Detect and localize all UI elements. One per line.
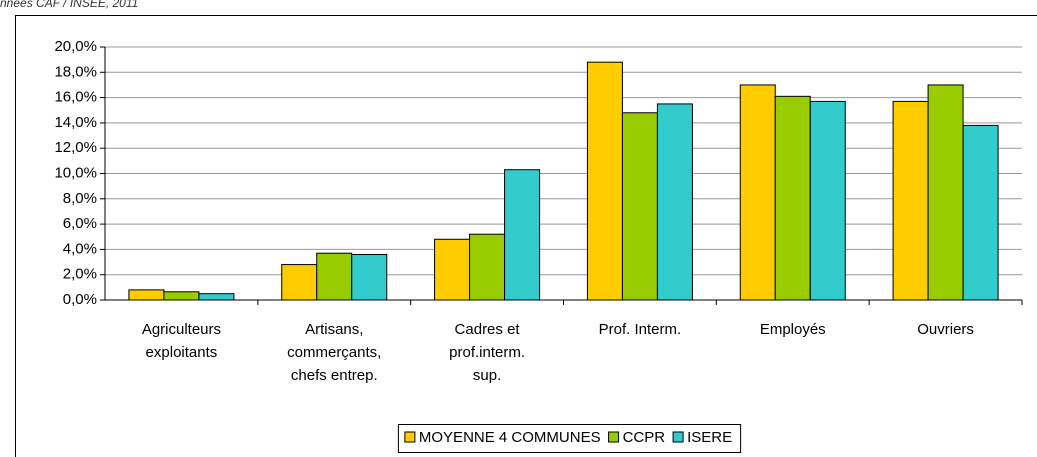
bar [281,264,318,301]
x-tick-label: Artisans, commerçants, chefs entrep. [287,321,381,384]
bar [128,289,165,301]
bar [469,233,506,301]
y-tick-label: 8,0% [63,190,97,207]
x-tick-line: Ouvriers [917,321,974,338]
y-tick-label: 16,0% [54,89,97,106]
x-tick-label: Employés [760,321,826,338]
bar [504,169,541,301]
y-tick-label: 12,0% [54,139,97,156]
y-tick-label: 2,0% [63,266,97,283]
x-tick-label: Cadres et prof.interm. sup. [449,321,525,384]
x-tick-line: Cadres et [455,321,521,338]
source-note: nnées CAF / INSEE, 2011 [0,0,138,10]
legend-label: ISERE [687,429,732,446]
legend-label: CCPR [623,429,666,446]
bar [774,95,811,301]
y-tick-label: 14,0% [54,114,97,131]
bar [739,84,776,301]
x-tick-line: chefs entrep. [291,367,378,384]
x-tick-line: sup. [473,367,501,384]
y-tick-label: 6,0% [63,215,97,232]
bar [621,112,658,301]
bar [586,61,623,301]
bar [656,103,693,301]
x-tick-line: Employés [760,321,826,338]
y-tick-label: 4,0% [63,240,97,257]
bar [962,124,999,301]
bar [892,100,929,301]
bar [163,291,200,301]
bar [316,252,353,301]
legend-label: MOYENNE 4 COMMUNES [419,429,601,446]
x-tick-line: Artisans, [305,321,363,338]
x-tick-line: Agriculteurs [142,321,221,338]
bar [434,238,471,301]
y-tick-label: 0,0% [63,291,97,308]
y-tick-label: 20,0% [54,38,97,55]
x-tick-line: exploitants [146,344,218,361]
x-tick-line: prof.interm. [449,344,525,361]
bar [809,100,846,301]
legend-swatch [404,431,416,443]
y-tick-label: 10,0% [54,164,97,181]
bar [198,293,235,301]
x-tick-line: commerçants, [287,344,381,361]
x-tick-label: Agriculteurs exploitants [142,321,221,361]
x-tick-label: Prof. Interm. [599,321,682,338]
legend-swatch [672,431,684,443]
legend-swatch [608,431,620,443]
y-tick-label: 18,0% [54,63,97,80]
x-tick-label: Ouvriers [917,321,974,338]
x-tick-line: Prof. Interm. [599,321,682,338]
bar [927,84,964,301]
bar [351,253,388,301]
